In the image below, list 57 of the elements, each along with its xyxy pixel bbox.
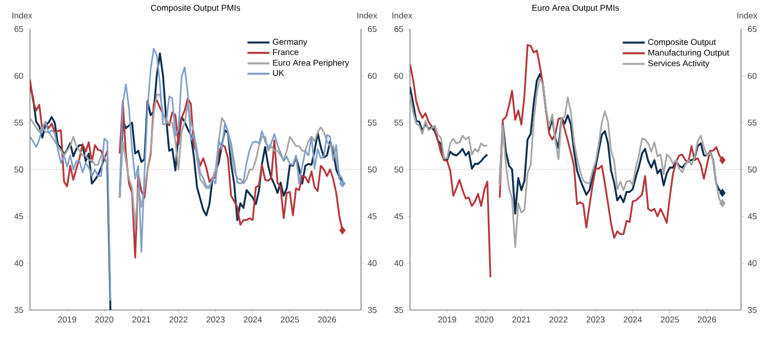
- y-tick-label: 35: [14, 307, 24, 313]
- legend-label: Manufacturing Output: [648, 49, 730, 58]
- y-tick-label: 60: [14, 72, 24, 79]
- y-tick-label: 50: [394, 166, 404, 172]
- y2-tick-label: 55: [368, 120, 377, 126]
- x-tick-label: 2020: [95, 316, 114, 323]
- y-tick-label: 65: [394, 26, 404, 32]
- x-tick-label: 2019: [58, 316, 76, 323]
- y2-tick-label: 45: [748, 213, 757, 220]
- chart-title: Euro Area Output PMIs: [532, 4, 619, 12]
- y2-tick-label: 55: [748, 120, 757, 126]
- y2-axis-title: Index: [737, 12, 758, 18]
- y-tick-label: 55: [14, 120, 24, 126]
- y-tick-label: 40: [14, 260, 24, 266]
- y-tick-label: 45: [394, 213, 404, 220]
- y2-tick-label: 35: [368, 307, 377, 313]
- y-tick-label: 65: [14, 26, 24, 32]
- legend-label: Germany: [272, 38, 308, 46]
- x-tick-label: 2022: [169, 316, 188, 323]
- y2-tick-label: 45: [368, 213, 377, 220]
- y2-tick-label: 65: [368, 26, 377, 32]
- y-tick-label: 45: [14, 213, 24, 220]
- y2-tick-label: 65: [748, 26, 757, 32]
- legend-label: Euro Area Periphery: [273, 60, 350, 68]
- legend-label: Composite Output: [648, 38, 716, 47]
- y-axis-title: Index: [12, 12, 32, 18]
- x-tick-label: 2026: [698, 316, 716, 323]
- x-tick-label: 2020: [475, 316, 494, 323]
- x-tick-label: 2025: [280, 316, 299, 323]
- y-tick-label: 55: [394, 120, 404, 126]
- y-tick-label: 50: [14, 166, 24, 172]
- x-tick-label: 2024: [244, 316, 262, 323]
- y2-tick-label: 50: [748, 166, 757, 172]
- y-tick-label: 40: [394, 260, 404, 266]
- y2-tick-label: 40: [748, 260, 757, 266]
- x-tick-label: 2026: [318, 316, 336, 323]
- x-tick-label: 2023: [586, 316, 605, 323]
- y-tick-label: 60: [394, 72, 404, 79]
- y-axis-title: Index: [392, 12, 412, 18]
- y2-tick-label: 60: [748, 72, 757, 79]
- legend-label: France: [273, 49, 298, 56]
- legend-label: UK: [273, 70, 284, 76]
- x-tick-label: 2024: [624, 316, 642, 323]
- y2-tick-label: 60: [368, 72, 377, 79]
- y2-tick-label: 35: [748, 307, 757, 313]
- x-tick-label: 2023: [206, 316, 225, 323]
- legend-label: Services Activity: [648, 60, 710, 68]
- y-tick-label: 35: [394, 307, 404, 313]
- x-tick-label: 2021: [512, 316, 530, 323]
- chart-title: Composite Output PMIs: [150, 4, 240, 12]
- y2-axis-title: Index: [357, 12, 378, 18]
- y2-tick-label: 50: [368, 166, 377, 172]
- y2-tick-label: 40: [368, 260, 377, 266]
- x-tick-label: 2022: [549, 316, 568, 323]
- x-tick-label: 2021: [132, 316, 150, 323]
- x-tick-label: 2025: [660, 316, 679, 323]
- x-tick-label: 2019: [438, 316, 456, 323]
